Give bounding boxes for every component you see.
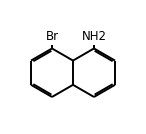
Text: NH2: NH2	[81, 30, 106, 43]
Text: Br: Br	[45, 30, 59, 43]
